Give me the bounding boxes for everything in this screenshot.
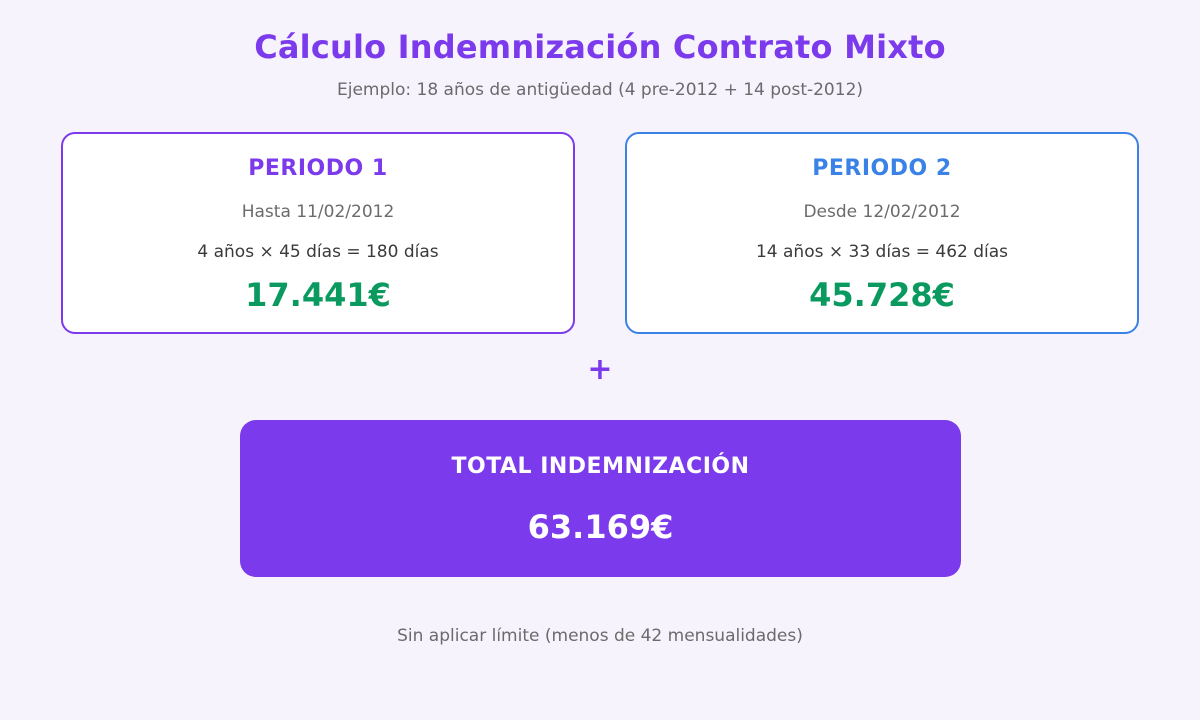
- page-title: Cálculo Indemnización Contrato Mixto: [254, 28, 946, 66]
- period-1-formula: 4 años × 45 días = 180 días: [197, 242, 439, 262]
- total-box: TOTAL INDEMNIZACIÓN 63.169€: [240, 420, 961, 577]
- period-1-date: Hasta 11/02/2012: [241, 202, 395, 222]
- period-2-title: PERIODO 2: [812, 156, 952, 181]
- period-2-card: PERIODO 2 Desde 12/02/2012 14 años × 33 …: [625, 132, 1139, 334]
- footnote: Sin aplicar límite (menos de 42 mensuali…: [397, 626, 803, 646]
- period-1-amount: 17.441€: [245, 276, 391, 314]
- plus-operator: +: [587, 352, 613, 387]
- total-label: TOTAL INDEMNIZACIÓN: [451, 454, 750, 479]
- period-2-amount: 45.728€: [809, 276, 955, 314]
- period-1-card: PERIODO 1 Hasta 11/02/2012 4 años × 45 d…: [61, 132, 575, 334]
- total-amount: 63.169€: [527, 508, 674, 546]
- period-2-formula: 14 años × 33 días = 462 días: [755, 242, 1009, 262]
- period-1-title: PERIODO 1: [248, 156, 388, 181]
- page-subtitle: Ejemplo: 18 años de antigüedad (4 pre-20…: [336, 80, 864, 100]
- period-2-date: Desde 12/02/2012: [803, 202, 961, 222]
